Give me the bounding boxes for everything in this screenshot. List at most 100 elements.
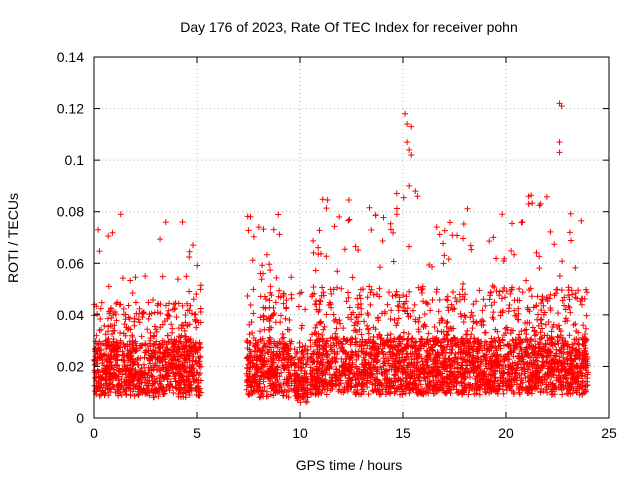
data-point xyxy=(525,200,532,207)
data-point xyxy=(577,298,584,305)
data-point xyxy=(116,301,123,308)
data-point xyxy=(302,387,309,394)
data-point xyxy=(309,377,316,384)
data-point xyxy=(246,391,253,398)
data-point xyxy=(441,252,448,259)
data-point xyxy=(401,344,408,351)
data-point xyxy=(489,384,496,391)
data-point xyxy=(364,322,371,329)
data-point xyxy=(501,284,508,291)
y-axis-label: ROTI / TECUs xyxy=(5,193,21,283)
data-point xyxy=(541,332,548,339)
data-point xyxy=(427,307,434,314)
data-point xyxy=(178,363,185,370)
data-point xyxy=(245,390,252,397)
data-point xyxy=(278,357,285,364)
data-point xyxy=(440,328,447,335)
data-point xyxy=(183,273,190,280)
data-point xyxy=(537,329,544,336)
data-point xyxy=(549,342,556,349)
data-point xyxy=(130,374,137,381)
data-point xyxy=(270,359,277,366)
data-point xyxy=(533,249,540,256)
data-point xyxy=(368,286,375,293)
data-point xyxy=(518,357,525,364)
data-point xyxy=(137,368,144,375)
data-point xyxy=(280,365,287,372)
data-point xyxy=(97,341,104,348)
data-point xyxy=(450,288,457,295)
data-point xyxy=(511,307,518,314)
data-point xyxy=(334,268,341,275)
y-tick-label: 0.02 xyxy=(57,358,84,374)
data-point xyxy=(257,376,264,383)
data-point xyxy=(309,385,316,392)
data-point xyxy=(136,379,143,386)
data-point xyxy=(114,383,121,390)
data-point xyxy=(424,336,431,343)
data-point xyxy=(466,353,473,360)
data-point xyxy=(352,243,359,250)
data-point xyxy=(417,381,424,388)
data-point xyxy=(377,341,384,348)
data-point xyxy=(345,314,352,321)
data-point xyxy=(434,381,441,388)
data-point xyxy=(407,313,414,320)
data-point xyxy=(276,231,283,238)
data-point xyxy=(184,300,191,307)
data-point xyxy=(96,248,103,255)
data-point xyxy=(260,226,267,233)
data-point xyxy=(315,308,322,315)
data-point xyxy=(108,341,115,348)
data-point xyxy=(131,360,138,367)
data-point xyxy=(401,356,407,363)
data-point xyxy=(129,332,136,339)
data-point xyxy=(553,374,560,381)
data-point xyxy=(396,298,403,305)
data-point xyxy=(156,349,163,356)
data-point xyxy=(170,369,177,376)
data-point xyxy=(275,353,282,360)
data-point xyxy=(99,359,106,366)
data-point xyxy=(192,339,199,346)
data-point xyxy=(370,339,377,346)
data-point xyxy=(552,352,559,359)
data-point xyxy=(379,345,386,352)
data-point xyxy=(332,330,339,337)
data-point xyxy=(172,341,179,348)
data-point xyxy=(422,377,429,384)
data-point xyxy=(152,378,159,385)
data-point xyxy=(566,383,573,390)
data-point xyxy=(579,379,586,386)
data-point xyxy=(418,355,425,362)
data-point xyxy=(284,361,291,368)
data-point xyxy=(513,344,520,351)
data-point xyxy=(380,355,387,362)
data-point xyxy=(413,371,420,378)
data-point xyxy=(326,299,333,306)
data-point xyxy=(190,242,197,249)
data-point xyxy=(578,301,585,308)
data-point xyxy=(262,305,269,312)
data-point xyxy=(406,182,413,189)
data-point xyxy=(267,267,274,274)
data-point xyxy=(583,364,590,371)
data-point xyxy=(462,331,469,338)
data-point xyxy=(110,338,117,345)
data-point xyxy=(530,304,537,311)
data-point xyxy=(461,296,468,303)
data-point xyxy=(466,339,473,346)
data-point xyxy=(364,384,371,391)
data-point xyxy=(252,337,259,344)
data-point xyxy=(414,390,421,397)
data-point xyxy=(564,348,571,355)
data-point xyxy=(159,362,166,369)
data-point xyxy=(271,310,278,317)
data-point xyxy=(488,344,495,351)
data-point xyxy=(476,391,483,398)
data-point xyxy=(250,310,257,317)
data-point xyxy=(373,366,380,373)
data-point xyxy=(408,123,415,130)
data-point xyxy=(502,382,509,389)
data-point xyxy=(113,317,120,324)
